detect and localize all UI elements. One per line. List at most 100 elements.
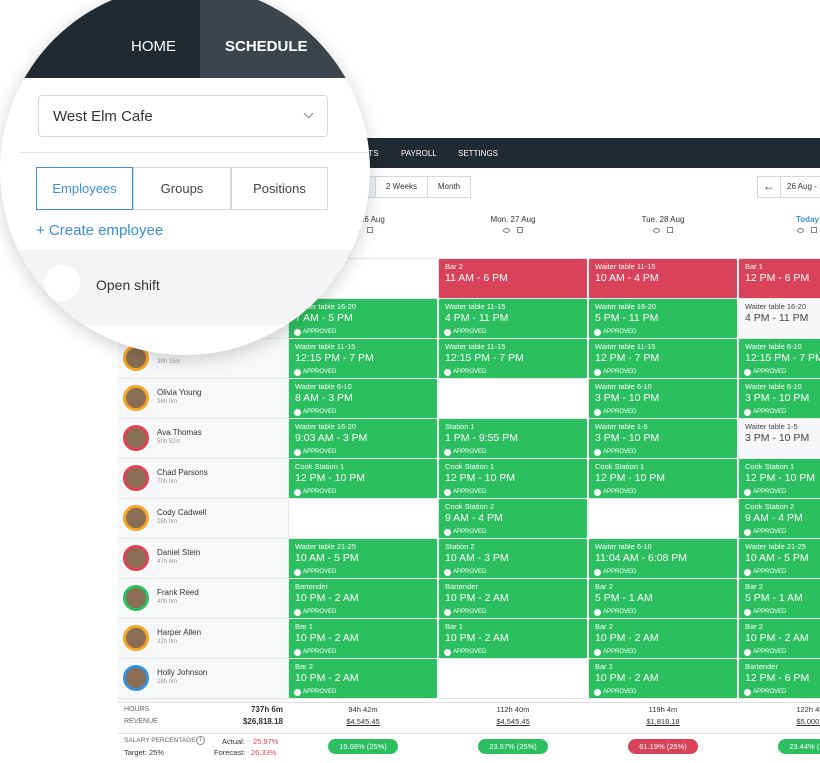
view-button[interactable]: 2 Weeks <box>375 176 428 198</box>
shift-status: APPROVED <box>603 649 637 655</box>
shift[interactable]: Waiter table 6-10 8 AM - 3 PM APPROVED <box>289 379 437 418</box>
check-icon <box>594 608 601 616</box>
shift[interactable]: Bar 2 10 PM - 2 AM APPROVED <box>289 659 437 698</box>
shift[interactable]: Bar 1 10 PM - 2 AM APPROVED <box>589 659 737 698</box>
shift-status: APPROVED <box>603 409 637 415</box>
eye-icon[interactable] <box>653 228 660 233</box>
shift-role: Waiter table 21-25 <box>295 542 357 551</box>
revenue-total: $26,818.18 <box>242 717 283 726</box>
shift-status: APPROVED <box>603 489 637 495</box>
shift[interactable]: Waiter table 6-10 3 PM - 10 PM APPROVED <box>739 379 820 418</box>
shift[interactable]: Bar 2 11 AM - 6 PM <box>439 259 587 298</box>
shift[interactable]: Waiter table 11-15 4 PM - 11 PM APPROVED <box>439 299 587 338</box>
shift-role: Cook Station 1 <box>445 462 495 471</box>
shift[interactable]: Bartender 12 PM - 6 PM APPROVED <box>739 659 820 698</box>
shift[interactable]: Cook Station 1 12 PM - 10 PM APPROVED <box>739 459 820 498</box>
shift[interactable]: Bar 2 10 PM - 2 AM APPROVED <box>589 619 737 658</box>
shift[interactable]: Cook Station 1 12 PM - 10 PM APPROVED <box>289 459 437 498</box>
shift[interactable]: Waiter table 16-20 9:03 AM - 3 PM APPROVED <box>289 419 437 458</box>
shift[interactable]: Waiter table 6-10 11:04 AM - 6:08 PM APPRO… <box>589 539 737 578</box>
check-icon <box>594 648 601 656</box>
employee-name[interactable]: Harper Allen <box>157 628 202 637</box>
actual-value: 25.97% <box>253 737 279 746</box>
shift-time: 12 PM - 10 PM <box>595 472 666 484</box>
check-icon <box>744 568 751 576</box>
row-line <box>118 498 820 499</box>
edit-icon[interactable] <box>367 227 373 233</box>
shift[interactable]: Waiter table 6-10 12:15 PM - 7 PM APPROVED <box>739 339 820 378</box>
info-icon[interactable]: i <box>196 736 205 745</box>
shift-time: 12 PM - 10 PM <box>745 472 816 484</box>
shift-role: Bar 2 <box>595 622 613 631</box>
eye-icon[interactable] <box>503 228 510 233</box>
day-label: Mon. 27 Aug <box>490 215 536 224</box>
check-icon <box>594 568 601 576</box>
zoom-nav-item[interactable]: HOME <box>131 38 176 55</box>
employee-name[interactable]: Chad Parsons <box>157 468 208 477</box>
tab[interactable]: Employees <box>36 167 133 210</box>
shift[interactable]: Bar 2 10 PM - 2 AM APPROVED <box>739 619 820 658</box>
shift[interactable]: Waiter table 11-15 12 PM - 7 PM APPROVED <box>589 339 737 378</box>
view-button[interactable]: Month <box>427 176 471 198</box>
shift[interactable]: Waiter table 1-5 3 PM - 10 PM APPROVED <box>589 419 737 458</box>
column-line <box>588 258 589 700</box>
shift[interactable]: Waiter table 11-15 12:15 PM - 7 PM APPROVE… <box>439 339 587 378</box>
employee-name[interactable]: Frank Reed <box>157 588 199 597</box>
shift[interactable]: Waiter table 11-15 10 AM - 4 PM <box>589 259 737 298</box>
shift[interactable]: Waiter table 21-25 10 AM - 5 PM APPROVED <box>289 539 437 578</box>
date-range[interactable]: 26 Aug - 1 Sep <box>780 176 820 198</box>
shift-role: Waiter table 1-5 <box>595 422 648 431</box>
shift-role: Waiter table 11-15 <box>445 342 506 351</box>
shift[interactable]: Station 2 10 AM - 3 PM APPROVED <box>439 539 587 578</box>
location-select[interactable]: West Elm Cafe <box>38 95 328 137</box>
shift-time: 3 PM - 10 PM <box>595 432 660 444</box>
day-label: Tue. 28 Aug <box>641 215 685 224</box>
employee-name[interactable]: Ava Thomas <box>157 428 202 437</box>
tab[interactable]: Groups <box>133 167 231 210</box>
shift[interactable]: Bar 1 12 PM - 6 PM <box>739 259 820 298</box>
eye-icon[interactable] <box>797 228 804 233</box>
shift[interactable]: Waiter table 21-25 10 AM - 5 PM APPROVED <box>739 539 820 578</box>
employee-name[interactable]: Holly Johnson <box>157 668 208 677</box>
salary-pill: 23.44% (25%) <box>778 739 820 754</box>
employee-name[interactable]: Cody Cadwell <box>157 508 207 517</box>
avatar <box>123 425 149 451</box>
shift[interactable]: Waiter table 16-20 5 PM - 11 PM APPROVED <box>589 299 737 338</box>
nav-item[interactable]: SETTINGS <box>458 149 499 158</box>
shift-role: Waiter table 6-10 <box>745 382 802 391</box>
shift[interactable]: Bar 1 10 PM - 2 AM APPROVED <box>439 619 587 658</box>
shift-time: 12 PM - 10 PM <box>295 472 366 484</box>
avatar <box>123 665 149 691</box>
shift[interactable]: Bartender 10 PM - 2 AM APPROVED <box>289 579 437 618</box>
employee-name[interactable]: Daniel Stein <box>157 548 201 557</box>
edit-icon[interactable] <box>517 227 523 233</box>
shift[interactable]: Cook Station 1 12 PM - 10 PM APPROVED <box>439 459 587 498</box>
employee-name[interactable]: Olivia Young <box>157 388 202 397</box>
check-icon <box>744 488 751 496</box>
create-employee[interactable]: + Create employee <box>36 222 164 239</box>
check-icon <box>294 368 301 376</box>
avatar <box>123 585 149 611</box>
shift[interactable]: Waiter table 16-20 4 PM - 11 PM <box>739 299 820 338</box>
shift[interactable]: Bar 1 10 PM - 2 AM APPROVED <box>289 619 437 658</box>
shift[interactable]: Waiter table 1-5 3 PM - 10 PM <box>739 419 820 458</box>
edit-icon[interactable] <box>667 227 673 233</box>
edit-icon[interactable] <box>811 227 817 233</box>
zoom-nav-item[interactable]: SCHEDULE <box>225 38 308 55</box>
shift[interactable]: Cook Station 1 12 PM - 10 PM APPROVED <box>589 459 737 498</box>
shift[interactable]: Bartender 10 PM - 2 AM APPROVED <box>439 579 587 618</box>
nav-item[interactable]: PAYROLL <box>401 149 437 158</box>
prev-button[interactable]: ← <box>757 176 781 198</box>
shift[interactable]: Waiter table 6-10 3 PM - 10 PM APPROVED <box>589 379 737 418</box>
shift-status: APPROVED <box>453 569 487 575</box>
tab[interactable]: Positions <box>231 167 328 210</box>
check-icon <box>744 648 751 656</box>
row-line <box>118 378 820 379</box>
shift[interactable]: Waiter table 11-15 12:15 PM - 7 PM APPROVE… <box>289 339 437 378</box>
